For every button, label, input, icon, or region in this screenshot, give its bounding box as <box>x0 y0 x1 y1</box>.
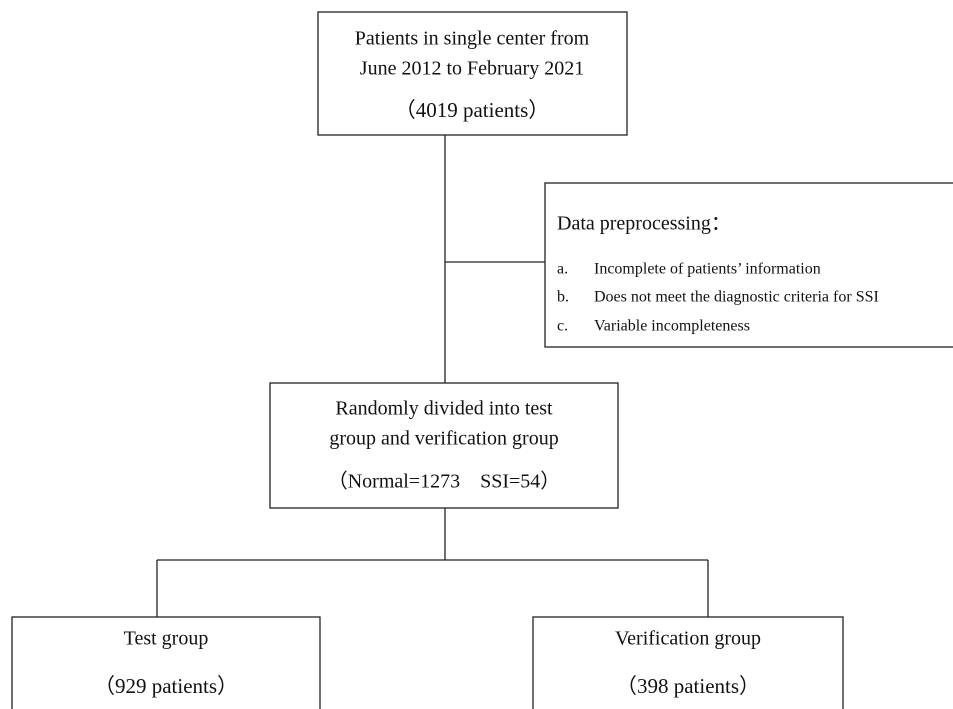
node-text: June 2012 to February 2021 <box>360 58 584 80</box>
node-text: group and verification group <box>329 428 558 450</box>
item-text: Incomplete of patients’ information <box>594 261 821 278</box>
node-box <box>532 616 844 709</box>
node-count: （398 patients） <box>616 674 760 698</box>
node-text: Randomly divided into test <box>335 398 553 420</box>
exclusion-title: Data preprocessing： <box>557 213 731 235</box>
node-text: Verification group <box>615 628 761 650</box>
item-marker: c. <box>557 318 568 335</box>
item-marker: b. <box>557 289 569 306</box>
item-marker: a. <box>557 261 568 278</box>
node-box <box>269 382 619 509</box>
node-text: Patients in single center from <box>355 28 590 50</box>
item-text: Does not meet the diagnostic criteria fo… <box>594 289 879 306</box>
node-box <box>11 616 321 709</box>
node-text: Test group <box>124 628 209 650</box>
item-text: Variable incompleteness <box>594 318 750 335</box>
exclusion-box <box>544 182 953 348</box>
node-box <box>317 11 628 136</box>
node-count: （929 patients） <box>94 674 238 698</box>
node-count: （4019 patients） <box>395 98 550 122</box>
node-count: （Normal=1273 SSI=54） <box>328 470 561 493</box>
